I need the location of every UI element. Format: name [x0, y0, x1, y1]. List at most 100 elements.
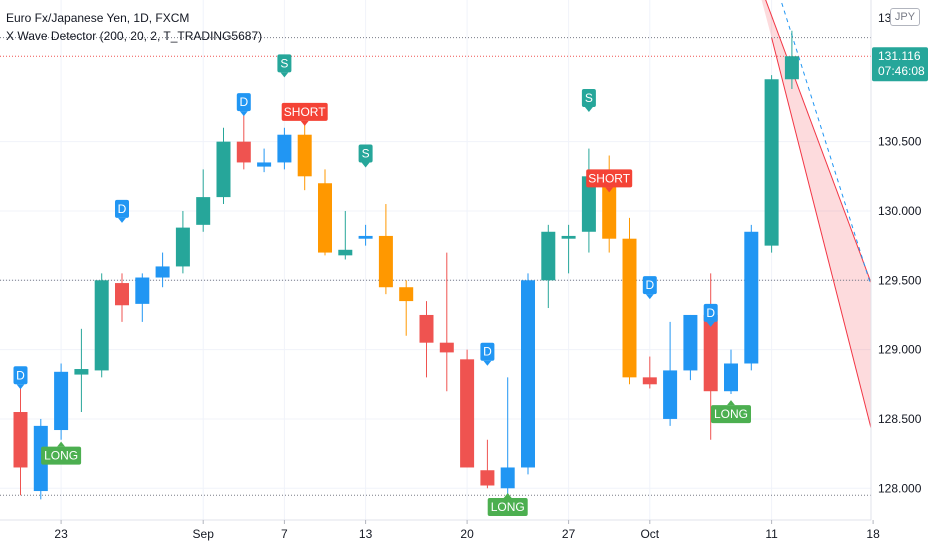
- channel-mid-line: [781, 2, 894, 357]
- candle: [175, 210, 190, 274]
- signal-d: D: [13, 366, 28, 390]
- candle-body: [196, 197, 211, 225]
- signal-box: [487, 497, 528, 516]
- candle-body: [155, 266, 170, 278]
- candle: [94, 273, 109, 378]
- signal-label: LONG: [491, 500, 525, 514]
- candle-body: [744, 231, 759, 364]
- x-tick-label: Oct: [640, 527, 659, 541]
- signal-box: [13, 366, 28, 385]
- candle: [460, 349, 475, 468]
- y-tick-label: 128.500: [878, 412, 922, 426]
- candle: [581, 148, 596, 253]
- candle-body: [74, 369, 89, 375]
- candle-body: [257, 162, 272, 167]
- candle-body: [94, 280, 109, 371]
- signal-label: LONG: [714, 407, 748, 421]
- signal-long: LONG: [41, 441, 82, 465]
- candle: [54, 363, 69, 440]
- signal-pointer: [584, 106, 593, 112]
- candle-body: [216, 141, 231, 198]
- candle: [399, 280, 414, 336]
- candle-body: [236, 141, 251, 163]
- candle-body: [663, 370, 678, 419]
- signal-box: [642, 276, 657, 295]
- candle: [744, 224, 759, 371]
- candle: [419, 301, 434, 378]
- candle: [439, 252, 454, 392]
- candle: [74, 328, 89, 413]
- signal-pointer: [706, 321, 715, 327]
- price-axis: [871, 0, 932, 550]
- y-tick-label: 128.000: [878, 481, 922, 495]
- signal-box: [480, 342, 495, 361]
- candle: [257, 148, 272, 173]
- candle-body: [500, 467, 515, 489]
- candle: [358, 224, 373, 246]
- signal-box: [711, 405, 751, 424]
- indicator-title[interactable]: X Wave Detector (200, 20, 2, T_TRADING56…: [6, 29, 263, 43]
- candle-body: [642, 377, 657, 385]
- signal-pointer: [57, 441, 66, 447]
- signal-s: S: [358, 144, 373, 168]
- x-tick-label: Sep: [193, 527, 215, 541]
- candle-body: [521, 280, 535, 468]
- signal-box: [277, 54, 292, 73]
- horizontal-levels: [0, 37, 871, 496]
- signal-s: S: [277, 54, 292, 78]
- signal-box: [281, 102, 328, 121]
- candle: [135, 273, 150, 322]
- signal-pointer: [300, 120, 309, 126]
- candle: [236, 113, 251, 170]
- candlestick-series: [13, 30, 799, 500]
- signal-box: [703, 303, 718, 322]
- candle: [541, 224, 556, 309]
- candle-body: [175, 227, 190, 267]
- bar-countdown: 07:46:08: [878, 64, 925, 78]
- candle-body: [784, 56, 799, 80]
- candle: [196, 169, 211, 232]
- channel-upper-line: [765, 0, 894, 343]
- candle-body: [378, 235, 393, 288]
- signal-label: D: [645, 278, 654, 292]
- signal-pointer: [239, 111, 248, 117]
- signal-pointer: [605, 187, 614, 193]
- signal-pointer: [645, 294, 654, 300]
- candle: [521, 273, 535, 475]
- candle: [216, 127, 231, 205]
- candle: [480, 439, 495, 489]
- signal-box: [115, 199, 129, 218]
- candle-body: [277, 134, 292, 163]
- candle-body: [318, 183, 332, 253]
- signal-long: LONG: [711, 400, 751, 424]
- grid-lines: [0, 0, 874, 520]
- candle: [33, 418, 48, 500]
- signal-pointer: [118, 217, 126, 223]
- candle-body: [54, 371, 69, 431]
- candle-body: [703, 314, 718, 392]
- candle-body: [439, 342, 454, 353]
- candle-body: [581, 176, 596, 232]
- signal-label: D: [483, 345, 492, 359]
- candle: [724, 349, 738, 394]
- signal-label: S: [585, 91, 593, 105]
- signal-label: D: [16, 368, 25, 382]
- signal-label: LONG: [44, 449, 78, 463]
- signal-long: LONG: [487, 492, 528, 516]
- candle-body: [683, 314, 698, 371]
- symbol-title[interactable]: Euro Fx/Japanese Yen, 1D, FXCM: [6, 11, 190, 25]
- signal-pointer: [727, 400, 735, 406]
- candle: [297, 125, 312, 191]
- candle: [500, 377, 515, 496]
- x-tick-label: 18: [866, 527, 880, 541]
- candle: [784, 30, 799, 89]
- currency-badge[interactable]: JPY: [890, 8, 920, 26]
- x-tick-label: 13: [359, 527, 373, 541]
- candle: [642, 356, 657, 389]
- candle-body: [460, 359, 475, 468]
- candle: [378, 204, 393, 295]
- x-tick-label: 11: [765, 527, 778, 541]
